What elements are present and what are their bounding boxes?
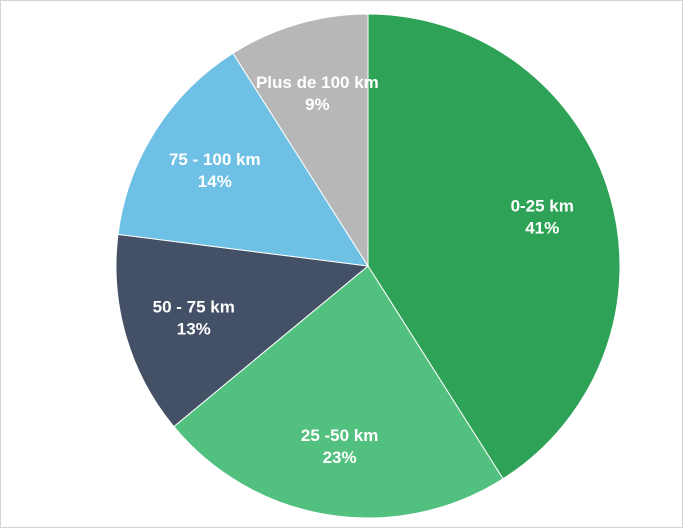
pie-slice — [117, 52, 369, 267]
pie-slice — [115, 233, 370, 428]
pie-slice — [232, 13, 369, 268]
slice-label: 50 - 75 km — [153, 298, 235, 317]
slice-value-label: 23% — [323, 448, 357, 467]
slice-value-label: 41% — [525, 218, 559, 237]
slice-label: 75 - 100 km — [169, 150, 261, 169]
slice-value-label: 9% — [305, 95, 330, 114]
pie-slice — [367, 13, 621, 480]
slice-value-label: 13% — [177, 320, 211, 339]
pie-slice — [173, 265, 504, 519]
slice-label: 0-25 km — [511, 196, 574, 215]
slice-label: Plus de 100 km — [256, 73, 379, 92]
slice-value-label: 14% — [198, 172, 232, 191]
slice-label: 25 -50 km — [301, 426, 379, 445]
